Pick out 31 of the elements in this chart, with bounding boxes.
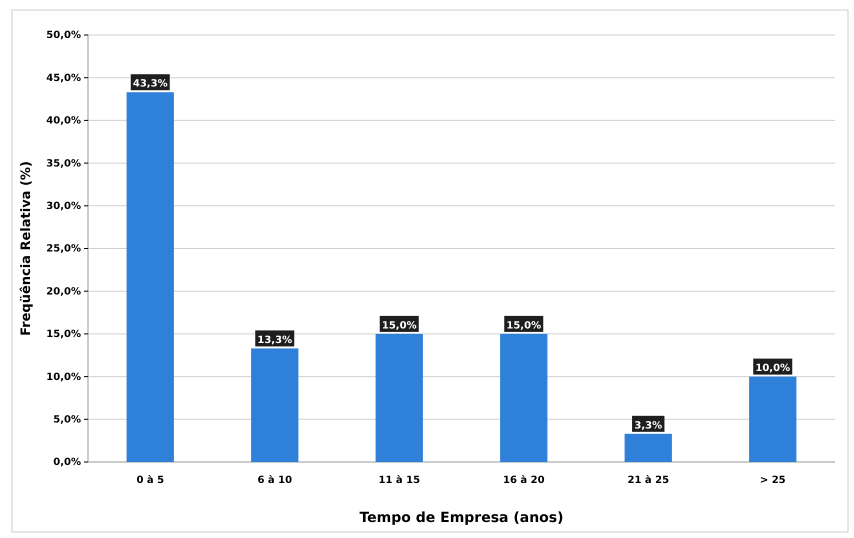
y-tick-label: 0,0% [53, 457, 81, 468]
y-tick-label: 10,0% [46, 372, 81, 383]
x-tick-label: > 25 [760, 475, 786, 486]
y-tick-label: 45,0% [46, 72, 81, 84]
x-tick-label: 0 à 5 [136, 475, 164, 486]
y-tick-label: 50,0% [46, 30, 81, 42]
y-axis-title: Freqüência Relativa (%) [19, 161, 34, 336]
data-label: 15,0% [382, 320, 417, 332]
y-tick-label: 5,0% [53, 414, 81, 426]
bar [126, 92, 174, 462]
data-label: 43,3% [132, 78, 168, 90]
data-label: 13,3% [257, 334, 292, 346]
bar [624, 434, 672, 462]
data-label: 15,0% [506, 320, 542, 332]
x-tick-label: 16 à 20 [502, 475, 545, 486]
x-tick-label: 11 à 15 [378, 475, 420, 486]
x-tick-label: 6 à 10 [257, 475, 292, 486]
y-tick-label: 25,0% [46, 244, 81, 255]
data-label: 10,0% [755, 363, 790, 374]
bar [749, 376, 796, 462]
y-tick-label: 40,0% [46, 116, 81, 127]
y-tick-label: 15,0% [46, 329, 81, 340]
bar [376, 334, 423, 462]
y-tick-label: 20,0% [46, 286, 81, 298]
y-tick-label: 30,0% [46, 201, 81, 212]
bar [251, 348, 298, 462]
x-tick-label: 21 à 25 [627, 475, 670, 486]
x-axis-title: Tempo de Empresa (anos) [359, 510, 564, 526]
bar [500, 334, 548, 462]
data-label: 3,3% [634, 420, 662, 432]
y-tick-label: 35,0% [46, 158, 81, 170]
